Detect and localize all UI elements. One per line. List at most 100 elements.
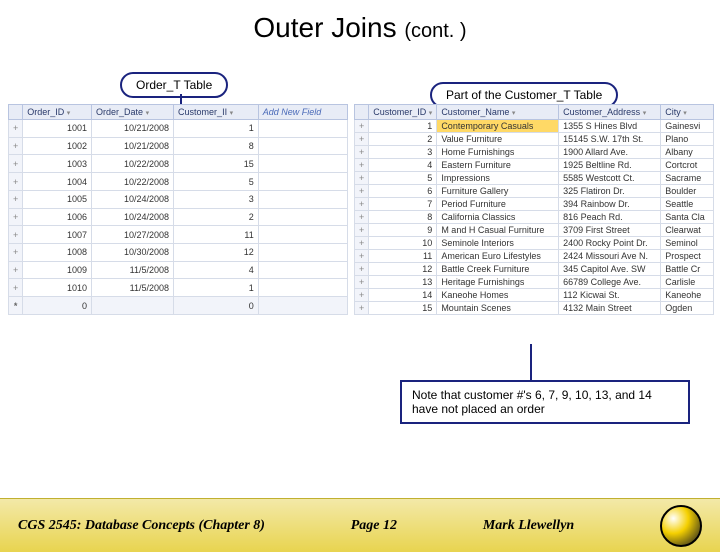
- table-row[interactable]: +3Home Furnishings1900 Allard Ave.Albany: [355, 146, 714, 159]
- new-row[interactable]: *00: [9, 297, 348, 315]
- table-row[interactable]: +100610/24/20082: [9, 208, 348, 226]
- table-cell: Sacrame: [661, 172, 714, 185]
- table-cell: 11/5/2008: [92, 261, 174, 279]
- table-row[interactable]: +100210/21/20088: [9, 137, 348, 155]
- table-row[interactable]: +7Period Furniture394 Rainbow Dr.Seattle: [355, 198, 714, 211]
- table-row[interactable]: +4Eastern Furniture1925 Beltline Rd.Cort…: [355, 159, 714, 172]
- table-cell: 4132 Main Street: [559, 302, 661, 315]
- table-cell: 345 Capitol Ave. SW: [559, 263, 661, 276]
- table-row[interactable]: +5Impressions5585 Westcott Ct.Sacrame: [355, 172, 714, 185]
- table-cell: *: [9, 297, 23, 315]
- table-cell: [258, 244, 347, 262]
- table-cell: 4: [174, 261, 259, 279]
- table-cell: 9: [369, 224, 437, 237]
- table-cell: 1: [174, 120, 259, 138]
- table-row[interactable]: +9M and H Casual Furniture3709 First Str…: [355, 224, 714, 237]
- table-row[interactable]: +15Mountain Scenes4132 Main StreetOgden: [355, 302, 714, 315]
- table-cell: 3: [174, 190, 259, 208]
- title-sub: (cont. ): [404, 20, 466, 42]
- table-cell: Furniture Gallery: [437, 185, 559, 198]
- table-cell: 1003: [23, 155, 92, 173]
- table-cell: Ogden: [661, 302, 714, 315]
- table-cell: 2424 Missouri Ave N.: [559, 250, 661, 263]
- table-cell: +: [355, 211, 369, 224]
- table-cell: 1004: [23, 173, 92, 191]
- title-main: Outer Joins: [253, 12, 404, 43]
- column-header: Customer_Name ▾: [437, 105, 559, 120]
- table-row[interactable]: +100410/22/20085: [9, 173, 348, 191]
- table-cell: [258, 261, 347, 279]
- table-row[interactable]: +2Value Furniture15145 S.W. 17th St.Plan…: [355, 133, 714, 146]
- column-header: Order_ID ▾: [23, 105, 92, 120]
- table-cell: 1002: [23, 137, 92, 155]
- table-cell: 1009: [23, 261, 92, 279]
- table-cell: +: [355, 237, 369, 250]
- table-cell: +: [355, 302, 369, 315]
- table-cell: [258, 208, 347, 226]
- table-cell: 1005: [23, 190, 92, 208]
- table-cell: +: [9, 190, 23, 208]
- table-cell: [258, 155, 347, 173]
- table-cell: [92, 297, 174, 315]
- table-cell: 10/27/2008: [92, 226, 174, 244]
- table-row[interactable]: +10Seminole Interiors2400 Rocky Point Dr…: [355, 237, 714, 250]
- table-row[interactable]: +100310/22/200815: [9, 155, 348, 173]
- table-cell: [258, 279, 347, 297]
- table-row[interactable]: +101011/5/20081: [9, 279, 348, 297]
- table-cell: 10/24/2008: [92, 190, 174, 208]
- table-cell: 13: [369, 276, 437, 289]
- table-cell: Contemporary Casuals: [437, 120, 559, 133]
- table-cell: 3709 First Street: [559, 224, 661, 237]
- tables-container: Order_ID ▾Order_Date ▾Customer_II ▾Add N…: [8, 104, 714, 315]
- footer-author: Mark Llewellyn: [483, 518, 574, 534]
- table-row[interactable]: +100110/21/20081: [9, 120, 348, 138]
- table-row[interactable]: +100810/30/200812: [9, 244, 348, 262]
- table-row[interactable]: +13Heritage Furnishings66789 College Ave…: [355, 276, 714, 289]
- table-row[interactable]: +100510/24/20083: [9, 190, 348, 208]
- table-cell: +: [9, 261, 23, 279]
- connector-line: [180, 94, 182, 104]
- column-header: Customer_Address ▾: [559, 105, 661, 120]
- table-row[interactable]: +8California Classics816 Peach Rd.Santa …: [355, 211, 714, 224]
- table-row[interactable]: +14Kaneohe Homes112 Kicwai St.Kaneohe: [355, 289, 714, 302]
- table-cell: 1007: [23, 226, 92, 244]
- column-header: City ▾: [661, 105, 714, 120]
- table-cell: 1010: [23, 279, 92, 297]
- table-cell: 66789 College Ave.: [559, 276, 661, 289]
- table-cell: 816 Peach Rd.: [559, 211, 661, 224]
- table-cell: Mountain Scenes: [437, 302, 559, 315]
- table-cell: +: [355, 146, 369, 159]
- table-cell: 3: [369, 146, 437, 159]
- table-cell: 10/24/2008: [92, 208, 174, 226]
- column-header: [9, 105, 23, 120]
- table-cell: Seminol: [661, 237, 714, 250]
- table-cell: +: [9, 155, 23, 173]
- table-row[interactable]: +12Battle Creek Furniture345 Capitol Ave…: [355, 263, 714, 276]
- table-cell: 1: [174, 279, 259, 297]
- table-cell: +: [355, 133, 369, 146]
- table-cell: +: [9, 173, 23, 191]
- table-cell: [258, 190, 347, 208]
- table-cell: Kaneohe: [661, 289, 714, 302]
- column-header: Customer_ID ▾: [369, 105, 437, 120]
- column-header: Add New Field: [258, 105, 347, 120]
- table-cell: 112 Kicwai St.: [559, 289, 661, 302]
- column-header: [355, 105, 369, 120]
- table-cell: 11: [369, 250, 437, 263]
- order-table-label: Order_T Table: [120, 72, 228, 98]
- table-row[interactable]: +6Furniture Gallery325 Flatiron Dr.Bould…: [355, 185, 714, 198]
- table-row[interactable]: +100911/5/20084: [9, 261, 348, 279]
- table-cell: 1008: [23, 244, 92, 262]
- table-cell: Impressions: [437, 172, 559, 185]
- table-cell: California Classics: [437, 211, 559, 224]
- table-cell: [258, 173, 347, 191]
- table-cell: Eastern Furniture: [437, 159, 559, 172]
- table-cell: Santa Cla: [661, 211, 714, 224]
- table-cell: Kaneohe Homes: [437, 289, 559, 302]
- table-cell: 1006: [23, 208, 92, 226]
- table-row[interactable]: +11American Euro Lifestyles2424 Missouri…: [355, 250, 714, 263]
- table-cell: 5585 Westcott Ct.: [559, 172, 661, 185]
- table-cell: 2400 Rocky Point Dr.: [559, 237, 661, 250]
- table-row[interactable]: +100710/27/200811: [9, 226, 348, 244]
- table-row[interactable]: +1Contemporary Casuals1355 S Hines BlvdG…: [355, 120, 714, 133]
